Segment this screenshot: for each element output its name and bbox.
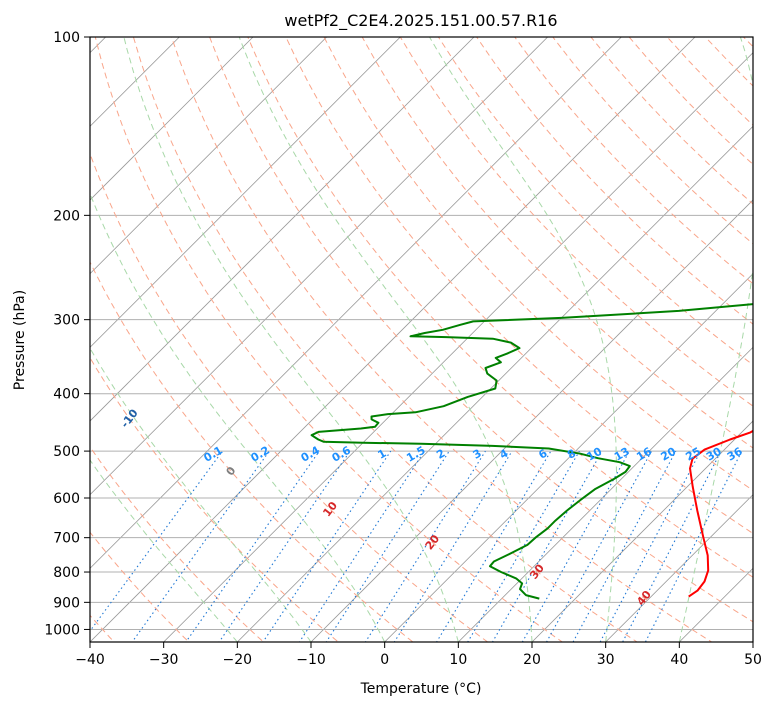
moist-adiabat xyxy=(429,37,617,642)
isotherm-line xyxy=(605,494,753,642)
isotherm-line xyxy=(457,346,753,642)
isotherm-line xyxy=(90,37,549,496)
x-tick-label: 10 xyxy=(449,652,467,668)
mixing-ratio-line xyxy=(131,450,270,642)
background-lines xyxy=(90,37,753,642)
y-tick-label: 100 xyxy=(53,30,80,46)
mixing-ratio-line xyxy=(622,450,722,642)
temperature-profile-line xyxy=(688,429,753,598)
y-tick-label: 200 xyxy=(53,208,80,224)
axis-ticks: −40 −30 −20 −10 0 10 20 30 40 50 100 200 300 400 500 60… xyxy=(44,30,762,668)
y-tick-label: 300 xyxy=(53,313,80,329)
x-tick-label: −40 xyxy=(75,652,105,668)
moist-adiabat xyxy=(90,347,312,642)
moist-adiabat xyxy=(123,37,459,642)
dewpoint-profile-line xyxy=(310,303,753,600)
data-series xyxy=(310,303,753,600)
mixing-ratio-line xyxy=(90,450,223,632)
dry-adiabat xyxy=(514,37,753,285)
mixing-ratio-line xyxy=(644,450,743,642)
isotherm-line xyxy=(310,199,753,642)
chart-title: wetPf2_C2E4.2025.151.00.57.R16 xyxy=(284,11,557,31)
isotherm-line xyxy=(384,273,753,642)
x-tick-label: −30 xyxy=(149,652,179,668)
x-tick-label: 40 xyxy=(670,652,688,668)
dry-adiabat xyxy=(94,37,564,642)
x-tick-label: 50 xyxy=(744,652,762,668)
y-tick-label: 500 xyxy=(53,444,80,460)
dry-adiabat xyxy=(90,260,414,642)
dry-adiabat xyxy=(476,37,753,325)
moist-adiabat xyxy=(90,459,238,642)
isotherm-line xyxy=(163,52,753,642)
moist-adiabat xyxy=(90,192,386,642)
isotherm-line xyxy=(90,37,475,422)
isotherm-line xyxy=(90,37,622,569)
dry-adiabat xyxy=(285,37,753,535)
x-axis-title: Temperature (°C) xyxy=(360,681,482,697)
plot-frame xyxy=(89,36,754,643)
dry-adiabat xyxy=(90,531,190,642)
dry-adiabat xyxy=(247,37,753,578)
y-tick-label: 600 xyxy=(53,491,80,507)
x-tick-label: 30 xyxy=(597,652,615,668)
dry-adiabat xyxy=(209,37,753,623)
y-tick-label: 900 xyxy=(53,595,80,611)
x-tick-label: −10 xyxy=(296,652,326,668)
y-tick-label: 1000 xyxy=(44,622,80,638)
x-tick-label: −20 xyxy=(223,652,253,668)
dry-adiabat xyxy=(361,37,753,449)
y-tick-label: 400 xyxy=(53,387,80,403)
dry-adiabat xyxy=(170,37,713,642)
y-tick-label: 800 xyxy=(53,565,80,581)
x-tick-label: 20 xyxy=(523,652,541,668)
isotherm-line xyxy=(90,37,180,127)
moist-adiabat xyxy=(238,37,533,642)
mixing-ratio-line xyxy=(491,450,603,642)
mixing-ratio-line xyxy=(521,450,630,642)
mixing-ratio-line xyxy=(393,450,513,642)
y-tick-label: 700 xyxy=(53,531,80,547)
isotherm-line xyxy=(90,37,401,348)
isotherm-line xyxy=(531,420,753,642)
moist-adiabat xyxy=(678,37,753,642)
dry-adiabat xyxy=(132,37,638,642)
dry-adiabat xyxy=(90,446,265,642)
mixing-ratio-line xyxy=(218,450,351,642)
x-tick-label: 0 xyxy=(380,652,389,668)
mixing-ratio-line xyxy=(467,450,580,642)
isotherm-line xyxy=(236,125,753,642)
y-axis-title: Pressure (hPa) xyxy=(12,290,28,390)
isotherm-line xyxy=(90,37,696,642)
mixing-ratio-line xyxy=(185,450,320,642)
dry-adiabat xyxy=(90,152,489,642)
isotherm-line xyxy=(90,37,254,201)
mixing-ratio-line xyxy=(435,450,552,642)
isotherm-line xyxy=(90,37,328,275)
dry-adiabat xyxy=(90,356,339,642)
mixing-ratio-line xyxy=(262,450,392,642)
dry-adiabat xyxy=(323,37,753,491)
